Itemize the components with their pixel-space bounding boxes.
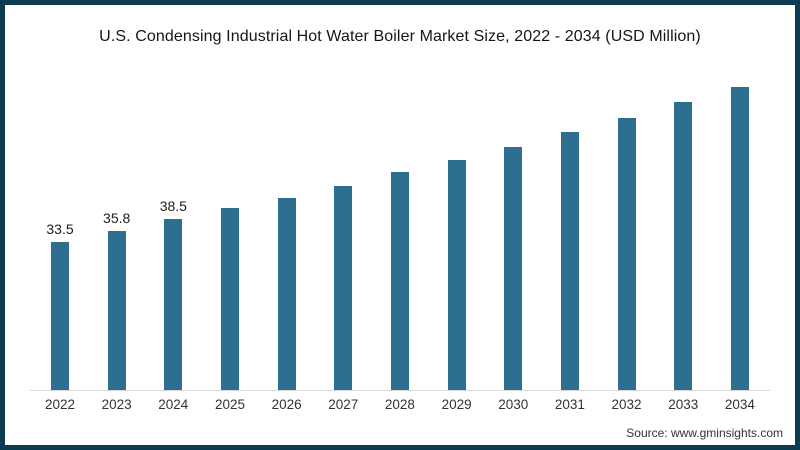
bar-2033 [674, 101, 693, 390]
bar-2023 [107, 231, 126, 390]
bar-2029 [447, 159, 466, 390]
x-tick-2033: 2033 [668, 397, 699, 412]
bar-2032 [617, 118, 636, 390]
x-tick-2031: 2031 [554, 397, 585, 412]
bar-plot-area: 33.5 35.8 38.5 [38, 40, 762, 390]
bar-slot-2024: 38.5 [151, 198, 195, 390]
bar-slot-2023: 35.8 [95, 210, 139, 390]
bar-slot-2025 [208, 208, 252, 390]
bar-slot-2028 [378, 172, 422, 390]
bar-2025 [220, 208, 239, 390]
bar-2026 [277, 198, 296, 390]
x-axis-line [30, 390, 770, 391]
x-tick-2032: 2032 [611, 397, 642, 412]
x-tick-2027: 2027 [328, 397, 359, 412]
bar-slot-2031 [548, 132, 592, 390]
bar-slot-2027 [321, 185, 365, 390]
bar-2031 [560, 132, 579, 390]
bar-slot-2026 [265, 198, 309, 390]
x-tick-2022: 2022 [44, 397, 76, 412]
value-label-2023: 35.8 [103, 210, 131, 227]
bar-2028 [390, 172, 409, 390]
bar-2027 [334, 185, 353, 390]
x-tick-2034: 2034 [724, 397, 755, 412]
x-tick-2030: 2030 [498, 397, 529, 412]
x-tick-2029: 2029 [441, 397, 472, 412]
bar-2022 [51, 241, 69, 390]
x-tick-2028: 2028 [384, 397, 415, 412]
bar-slot-2034 [718, 87, 762, 390]
value-label-2024: 38.5 [159, 198, 187, 215]
bar-2024 [164, 219, 183, 390]
bar-2034 [730, 87, 749, 390]
x-axis-tick-labels: 2022 2023 2024 2025 2026 2027 2028 2029 2030 2031… [38, 397, 762, 412]
source-attribution: Source: www.gminsights.com [626, 426, 783, 440]
bar-2030 [504, 146, 523, 390]
x-tick-2026: 2026 [271, 397, 302, 412]
chart-title: U.S. Condensing Industrial Hot Water Boi… [99, 28, 701, 45]
x-tick-2023: 2023 [101, 397, 132, 412]
x-tick-2025: 2025 [214, 397, 245, 412]
bar-slot-2032 [605, 118, 649, 390]
bar-slot-2033 [661, 101, 705, 390]
bar-slot-2030 [491, 146, 535, 390]
value-label-2022: 33.5 [46, 220, 74, 237]
x-tick-2024: 2024 [158, 397, 189, 412]
bar-slot-2029 [435, 159, 479, 390]
bar-slot-2022: 33.5 [38, 221, 82, 390]
